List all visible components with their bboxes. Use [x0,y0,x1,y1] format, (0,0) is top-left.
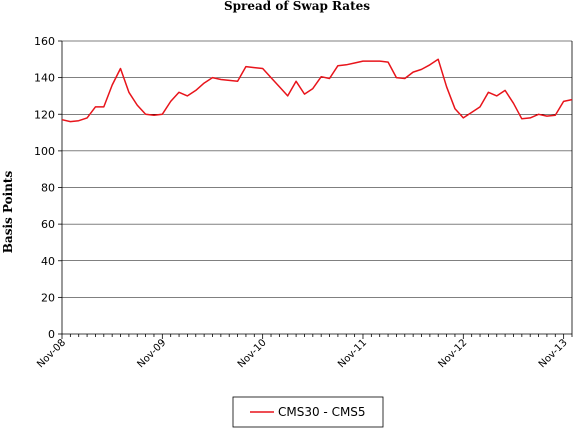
data-point [328,77,330,79]
data-point [454,108,456,110]
data-point [320,76,322,78]
data-point [270,76,272,78]
data-point [69,120,71,122]
data-point [529,117,531,119]
data-point [337,65,339,67]
data-point [161,113,163,115]
series-line [61,58,573,123]
data-point [119,67,121,69]
data-point [111,84,113,86]
y-tick-label: 60 [41,218,55,231]
data-point [78,119,80,121]
data-point [554,114,556,116]
data-point [86,117,88,119]
x-tick-label: Nov-09 [136,337,169,370]
data-point [546,115,548,117]
legend: CMS30 - CMS5 [232,396,384,428]
data-point [562,100,564,102]
data-point [220,78,222,80]
x-tick-label: Nov-11 [336,337,369,370]
data-point [537,113,539,115]
gridlines [61,40,573,335]
y-tick-label: 140 [34,72,55,85]
data-point [178,91,180,93]
data-point [169,100,171,102]
y-tick-label: 0 [48,328,55,341]
data-point [353,62,355,64]
data-point [462,117,464,119]
data-point [312,87,314,89]
data-point [379,60,381,62]
data-point [153,114,155,116]
y-axis-label: Basis Points [1,171,15,254]
y-tick-label: 100 [34,145,55,158]
data-point [278,86,280,88]
data-point [103,106,105,108]
data-point [470,111,472,113]
series-group [61,58,573,123]
data-point [445,86,447,88]
data-point [303,93,305,95]
data-point [245,65,247,67]
data-point [504,89,506,91]
data-point [395,76,397,78]
data-point [412,71,414,73]
data-point [512,102,514,104]
data-point [261,67,263,69]
data-point [228,79,230,81]
y-tick-label: 160 [34,35,55,48]
x-axis-ticks: Nov-08 Nov-09 Nov-10 Nov-11 Nov-12 Nov-13 [35,334,573,370]
data-point [487,91,489,93]
data-point [295,80,297,82]
data-point [253,66,255,68]
y-tick-label: 120 [34,108,55,121]
data-point [144,113,146,115]
data-point [437,58,439,60]
data-point [370,60,372,62]
data-point [496,95,498,97]
data-point [136,104,138,106]
data-point [287,95,289,97]
x-tick-label: Nov-08 [35,337,68,370]
data-point [128,91,130,93]
data-point [94,106,96,108]
y-tick-label: 20 [41,291,55,304]
data-point [61,119,63,121]
data-point [195,89,197,91]
data-point [387,61,389,63]
x-tick-label: Nov-12 [436,337,469,370]
y-axis-ticks: 0 20 40 60 80 100 120 140 160 [34,35,62,341]
data-point [345,64,347,66]
legend-label: CMS30 - CMS5 [278,405,366,419]
x-tick-label: Nov-10 [236,337,269,370]
y-tick-label: 80 [41,182,55,195]
data-point [404,77,406,79]
data-point [203,82,205,84]
data-point [479,106,481,108]
y-tick-label: 40 [41,255,55,268]
data-point [362,60,364,62]
data-point [186,95,188,97]
data-point [236,80,238,82]
data-point [521,118,523,120]
data-point [429,64,431,66]
data-point [211,76,213,78]
data-point [571,98,573,100]
chart-title: Spread of Swap Rates [224,0,370,13]
data-point [420,68,422,70]
x-tick-label: Nov-13 [537,337,570,370]
